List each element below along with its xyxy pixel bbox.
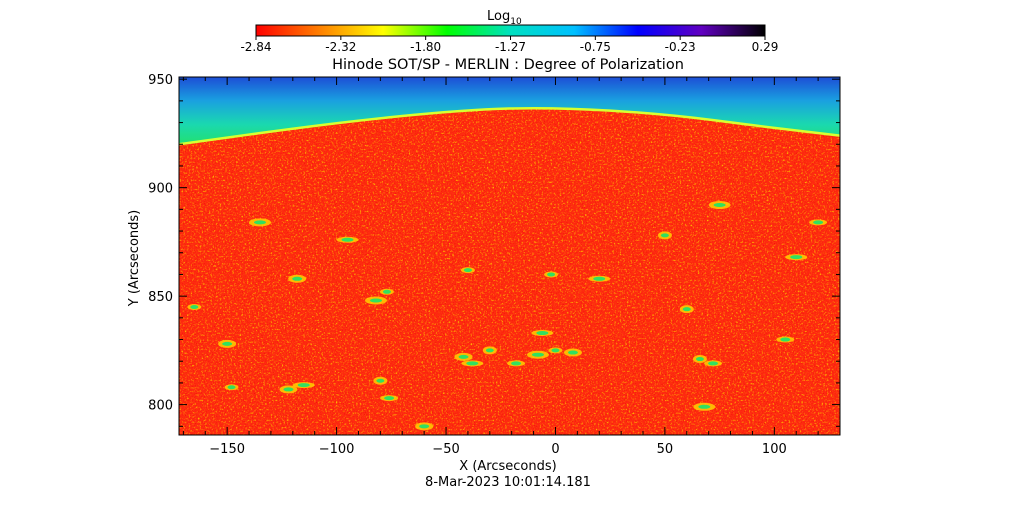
colorbar-tick-label: -2.32 xyxy=(325,40,356,54)
feature-core xyxy=(222,341,233,346)
feature-core xyxy=(369,298,382,303)
feature-core xyxy=(660,233,669,238)
colorbar-tick-label: -0.23 xyxy=(665,40,696,54)
feature-core xyxy=(253,220,266,225)
polarization-features xyxy=(187,201,828,431)
feature-core xyxy=(567,350,578,355)
feature-core xyxy=(536,331,549,336)
observation-timestamp: 8-Mar-2023 10:01:14.181 xyxy=(425,475,591,490)
colorbar-tick-label: -2.84 xyxy=(240,40,271,54)
x-tick-label: 100 xyxy=(762,442,787,457)
feature-core xyxy=(708,361,719,366)
feature-core xyxy=(698,404,711,409)
feature-core xyxy=(695,357,704,362)
feature-core xyxy=(713,203,726,208)
x-tick-label: −100 xyxy=(319,442,355,457)
y-tick-label: 900 xyxy=(148,182,173,197)
off-limb-region xyxy=(179,77,840,145)
y-axis: 800 850 900 950 xyxy=(148,73,840,427)
feature-core xyxy=(283,387,294,392)
y-tick-label: 950 xyxy=(148,73,173,88)
colorbar-label: Log10 xyxy=(487,9,522,27)
feature-core xyxy=(292,276,303,281)
chart-title: Hinode SOT/SP - MERLIN : Degree of Polar… xyxy=(332,57,684,73)
feature-core xyxy=(419,424,430,429)
feature-core xyxy=(780,337,791,342)
colorbar: Log10 -2.84 -2.32 -1.80 -1.27 -0.75 -0.23 0.29 xyxy=(240,9,778,54)
solar-limb xyxy=(179,106,840,146)
x-axis: −150 −100 −50 0 50 100 xyxy=(182,77,841,457)
feature-core xyxy=(341,237,354,242)
feature-core xyxy=(511,361,522,366)
feature-core xyxy=(531,352,544,357)
feature-core xyxy=(551,348,560,353)
x-tick-label: 50 xyxy=(657,442,674,457)
feature-core xyxy=(813,220,824,225)
colorbar-tick-label: 0.29 xyxy=(752,40,779,54)
feature-core xyxy=(682,307,691,312)
y-tick-label: 850 xyxy=(148,290,173,305)
colorbar-ticks: -2.84 -2.32 -1.80 -1.27 -0.75 -0.23 0.29 xyxy=(240,36,778,54)
feature-core xyxy=(547,272,556,277)
colorbar-tick-label: -1.80 xyxy=(410,40,441,54)
feature-core xyxy=(458,354,469,359)
feature-core xyxy=(297,383,310,388)
feature-core xyxy=(382,289,391,294)
x-tick-label: 0 xyxy=(551,442,559,457)
feature-core xyxy=(376,378,385,383)
disk-texture-dark xyxy=(179,107,840,435)
y-axis-label: Y (Arcseconds) xyxy=(127,210,142,307)
feature-core xyxy=(190,304,199,309)
feature-core xyxy=(485,348,494,353)
x-tick-label: −150 xyxy=(209,442,245,457)
feature-core xyxy=(384,396,395,401)
colorbar-gradient xyxy=(255,24,766,37)
colorbar-tick-label: -0.75 xyxy=(580,40,611,54)
feature-core xyxy=(790,255,803,260)
x-tick-label: −50 xyxy=(432,442,459,457)
feature-core xyxy=(227,385,236,390)
plot-frame xyxy=(178,76,841,436)
polarization-map xyxy=(179,77,840,435)
feature-core xyxy=(593,276,606,281)
colorbar-tick-label: -1.27 xyxy=(495,40,526,54)
x-axis-label: X (Arcseconds) xyxy=(459,459,556,474)
y-tick-label: 800 xyxy=(148,399,173,414)
feature-core xyxy=(463,268,472,273)
feature-core xyxy=(466,361,479,366)
